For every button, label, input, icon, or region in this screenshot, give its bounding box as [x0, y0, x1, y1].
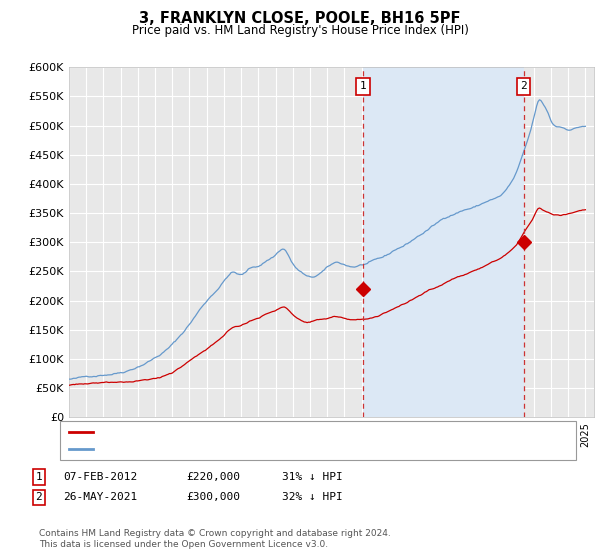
Text: 32% ↓ HPI: 32% ↓ HPI: [282, 492, 343, 502]
Text: £220,000: £220,000: [186, 472, 240, 482]
Text: 3, FRANKLYN CLOSE, POOLE, BH16 5PF (detached house): 3, FRANKLYN CLOSE, POOLE, BH16 5PF (deta…: [99, 427, 418, 437]
Text: 1: 1: [35, 472, 43, 482]
Text: 31% ↓ HPI: 31% ↓ HPI: [282, 472, 343, 482]
Bar: [363, 67, 524, 417]
Text: 1: 1: [359, 81, 367, 91]
Text: 2: 2: [520, 81, 527, 91]
Text: 3, FRANKLYN CLOSE, POOLE, BH16 5PF: 3, FRANKLYN CLOSE, POOLE, BH16 5PF: [139, 11, 461, 26]
Text: Price paid vs. HM Land Registry's House Price Index (HPI): Price paid vs. HM Land Registry's House …: [131, 24, 469, 36]
Text: £300,000: £300,000: [186, 492, 240, 502]
Text: HPI: Average price, detached house, Dorset: HPI: Average price, detached house, Dors…: [99, 444, 361, 454]
Text: 26-MAY-2021: 26-MAY-2021: [63, 492, 137, 502]
Text: 2: 2: [35, 492, 43, 502]
Text: Contains HM Land Registry data © Crown copyright and database right 2024.
This d: Contains HM Land Registry data © Crown c…: [39, 529, 391, 549]
Text: 07-FEB-2012: 07-FEB-2012: [63, 472, 137, 482]
